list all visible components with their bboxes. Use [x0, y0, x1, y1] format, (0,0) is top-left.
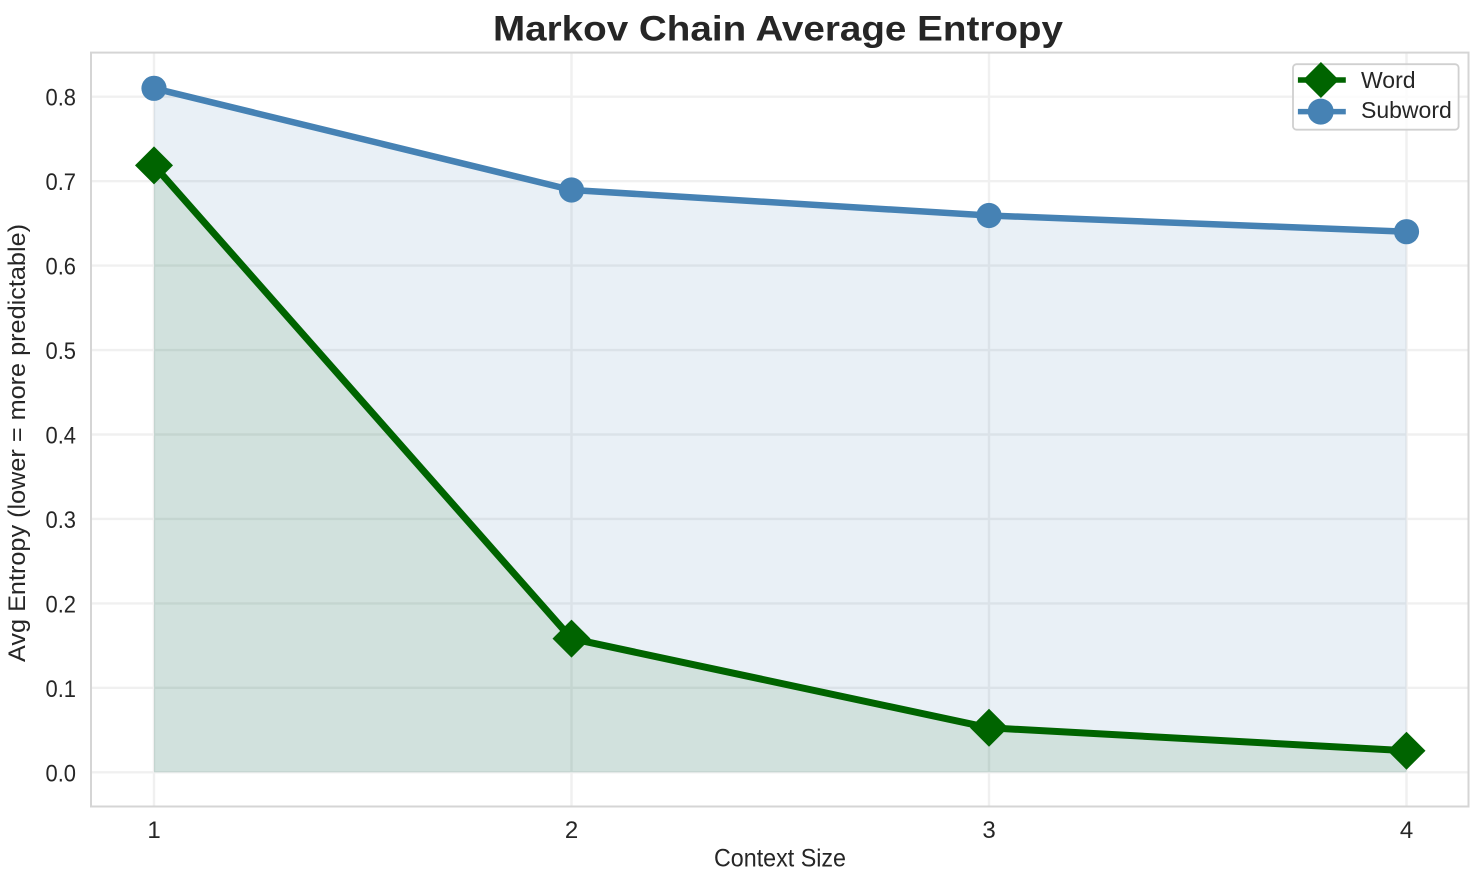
svg-text:0.5: 0.5 [46, 338, 77, 365]
svg-text:0.7: 0.7 [46, 169, 77, 196]
svg-text:Markov Chain Average Entropy: Markov Chain Average Entropy [493, 10, 1064, 49]
svg-text:3: 3 [982, 817, 995, 844]
svg-text:0.1: 0.1 [46, 676, 77, 703]
svg-text:Word: Word [1361, 67, 1416, 93]
svg-text:Subword: Subword [1361, 97, 1452, 123]
svg-text:Avg Entropy (lower = more pred: Avg Entropy (lower = more predictable) [4, 224, 31, 662]
svg-text:0.3: 0.3 [46, 507, 77, 534]
svg-text:0.4: 0.4 [46, 423, 77, 450]
svg-text:0.6: 0.6 [46, 254, 77, 281]
svg-text:0.2: 0.2 [46, 591, 77, 618]
svg-text:0.0: 0.0 [46, 760, 77, 787]
svg-text:1: 1 [147, 817, 160, 844]
svg-text:4: 4 [1400, 817, 1413, 844]
svg-text:Context Size: Context Size [714, 845, 846, 873]
svg-text:2: 2 [565, 817, 578, 844]
svg-text:0.8: 0.8 [46, 85, 77, 112]
